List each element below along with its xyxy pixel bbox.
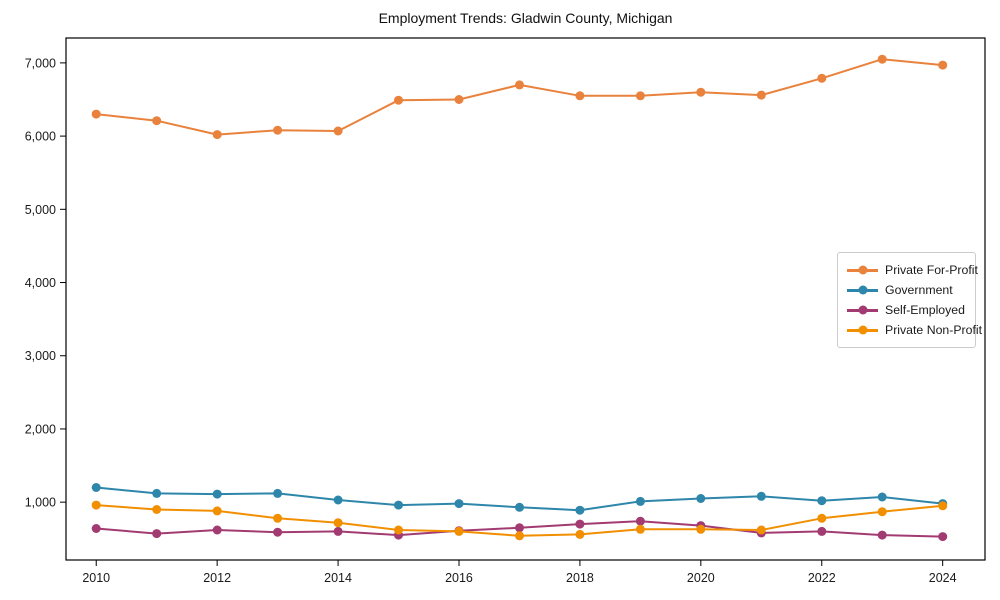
data-point-marker: [152, 505, 162, 514]
y-tick-label: 3,000: [25, 349, 56, 363]
data-point-marker: [273, 125, 283, 135]
x-tick-label: 2016: [445, 571, 473, 585]
data-point-marker: [877, 507, 887, 517]
data-point-marker: [877, 530, 887, 540]
data-point-marker: [454, 526, 464, 536]
data-point-marker: [756, 90, 766, 100]
data-point-marker: [91, 483, 101, 492]
legend-line-marker-icon: [847, 265, 878, 276]
data-point-marker: [575, 529, 585, 539]
data-point-marker: [333, 518, 343, 528]
x-tick-label: 2014: [324, 571, 352, 585]
data-point-marker: [635, 516, 645, 526]
legend-item-self-employed: Self-Employed: [847, 300, 967, 320]
y-tick-label: 5,000: [25, 203, 56, 217]
y-tick-label: 7,000: [25, 56, 56, 70]
data-point-marker: [877, 492, 887, 502]
y-tick-label: 6,000: [25, 130, 56, 144]
data-point-marker: [635, 91, 645, 101]
x-tick-label: 2024: [929, 571, 957, 585]
data-point-marker: [575, 519, 585, 529]
legend-line-marker-icon: [847, 305, 878, 316]
legend-label: Private For-Profit: [885, 263, 978, 277]
y-tick-label: 2,000: [25, 422, 56, 436]
data-point-marker: [756, 491, 766, 501]
data-point-marker: [333, 126, 343, 136]
legend-label: Private Non-Profit: [885, 323, 983, 337]
x-tick-label: 2012: [203, 571, 231, 585]
chart-title: Employment Trends: Gladwin County, Michi…: [378, 10, 673, 26]
data-point-marker: [273, 513, 283, 523]
data-point-marker: [212, 489, 222, 499]
data-point-marker: [152, 116, 162, 126]
data-point-marker: [394, 95, 403, 105]
data-point-marker: [454, 499, 464, 509]
legend-line-marker-icon: [847, 285, 878, 296]
data-point-marker: [212, 130, 222, 140]
data-point-marker: [515, 523, 524, 533]
data-point-marker: [273, 527, 283, 537]
data-point-marker: [696, 494, 706, 503]
data-point-marker: [515, 531, 524, 541]
data-point-marker: [696, 524, 706, 534]
legend-item-private-for-profit: Private For-Profit: [847, 260, 978, 280]
data-point-marker: [575, 505, 585, 515]
legend: Private For-Profit Government Self-Emplo…: [837, 252, 982, 348]
data-point-marker: [454, 95, 464, 104]
series-line: [96, 58, 943, 136]
data-point-marker: [333, 495, 343, 505]
data-point-marker: [91, 109, 101, 119]
data-point-marker: [394, 525, 403, 535]
x-tick-label: 2018: [566, 571, 594, 585]
data-point-marker: [877, 54, 887, 64]
y-tick-label: 1,000: [25, 496, 56, 510]
data-point-marker: [635, 524, 645, 534]
data-point-marker: [575, 91, 585, 101]
legend-item-government: Government: [847, 280, 967, 300]
x-tick-label: 2022: [808, 571, 836, 585]
data-point-marker: [635, 496, 645, 506]
data-point-marker: [817, 496, 827, 506]
legend-item-private-non-profit: Private Non-Profit: [847, 320, 982, 340]
x-tick-label: 2010: [82, 571, 110, 585]
data-point-marker: [696, 87, 706, 97]
data-point-marker: [152, 529, 162, 539]
data-point-marker: [394, 500, 403, 510]
data-point-marker: [333, 526, 343, 536]
data-point-marker: [91, 500, 101, 510]
data-point-marker: [273, 488, 283, 498]
data-point-marker: [152, 488, 162, 498]
data-point-marker: [515, 502, 524, 512]
data-point-marker: [938, 60, 948, 70]
y-tick-label: 4,000: [25, 276, 56, 290]
legend-line-marker-icon: [847, 325, 878, 336]
data-point-marker: [756, 525, 766, 535]
data-point-marker: [212, 525, 222, 535]
data-point-marker: [938, 532, 948, 542]
data-point-marker: [817, 73, 827, 83]
data-point-marker: [938, 501, 948, 511]
x-tick-label: 2020: [687, 571, 715, 585]
legend-label: Government: [885, 283, 953, 297]
data-point-marker: [212, 506, 222, 516]
data-point-marker: [817, 513, 827, 523]
data-point-marker: [91, 524, 101, 533]
data-point-marker: [515, 80, 524, 90]
legend-label: Self-Employed: [885, 303, 965, 317]
data-point-marker: [817, 526, 827, 536]
plot-border: [65, 37, 986, 561]
